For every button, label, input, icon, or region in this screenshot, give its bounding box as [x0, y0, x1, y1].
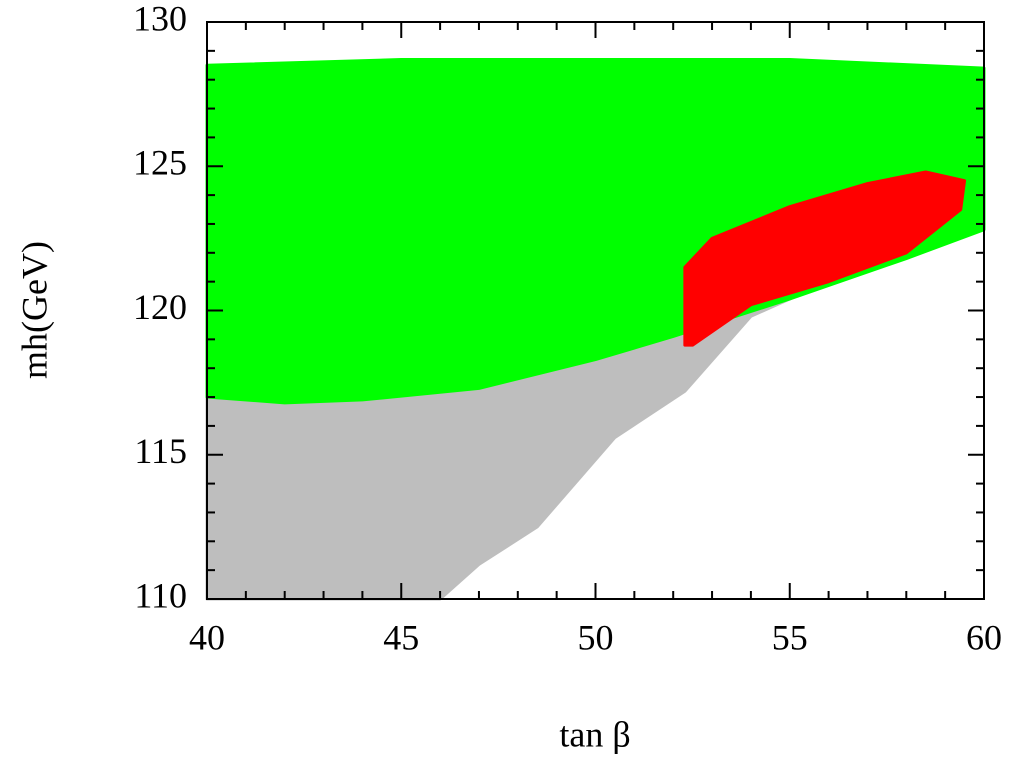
x-tick-label: 50: [578, 617, 614, 657]
y-axis-label: mh(GeV): [14, 241, 54, 379]
point-cloud-region: [205, 58, 986, 405]
y-tick-label: 115: [134, 431, 187, 471]
x-tick-label: 40: [189, 617, 225, 657]
point-cloud-region: [683, 170, 967, 347]
y-tick-label: 125: [133, 143, 187, 183]
y-tick-label: 120: [133, 287, 187, 327]
x-tick-label: 45: [383, 617, 419, 657]
x-axis-label: tan β: [559, 714, 630, 754]
x-tick-label: 55: [772, 617, 808, 657]
x-tick-label: 60: [966, 617, 1002, 657]
y-tick-label: 110: [134, 575, 187, 615]
y-tick-label: 130: [133, 0, 187, 38]
